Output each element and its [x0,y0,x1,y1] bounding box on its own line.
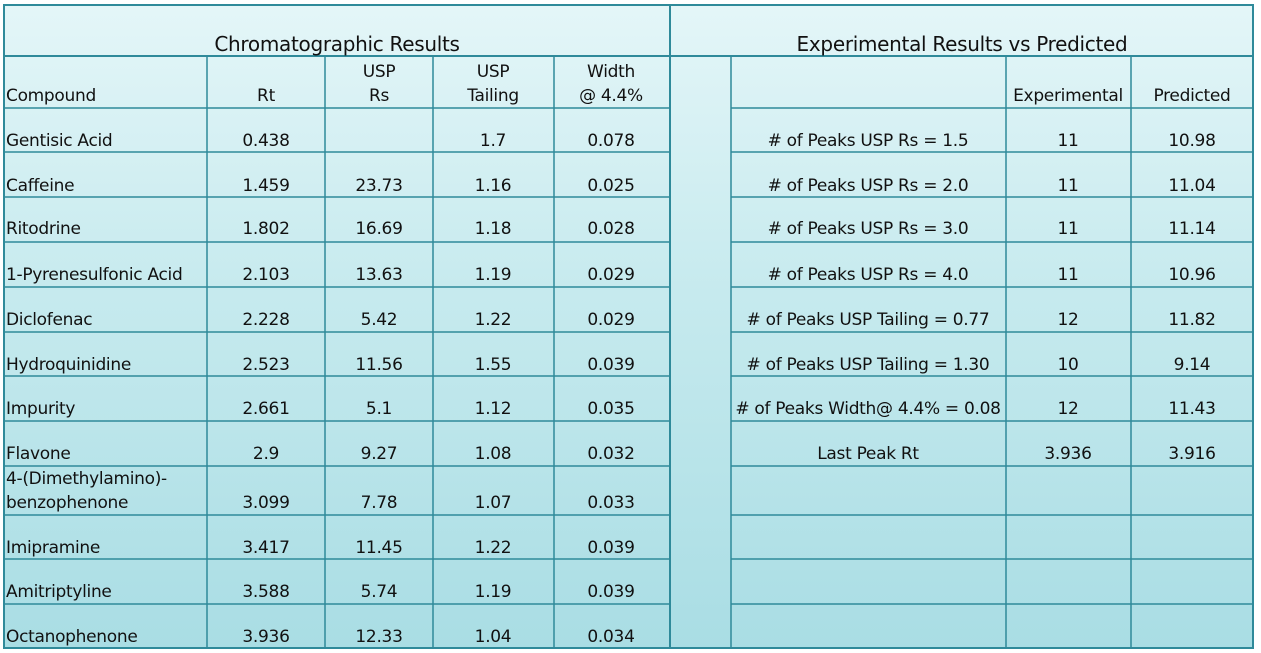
header-compound: Compound [6,86,96,106]
cell-width: 0.033 [587,493,635,513]
cell-tailing: 1.04 [474,627,512,647]
cell-rt: 2.228 [242,310,290,330]
cell-tailing: 1.22 [474,538,512,558]
cell-metric-label: # of Peaks USP Rs = 2.0 [767,176,969,196]
cell-experimental: 12 [1057,399,1079,419]
header-rt: Rt [257,86,275,106]
cell-rs: 5.42 [360,310,398,330]
cell-rs: 13.63 [355,265,403,285]
cell-width: 0.032 [587,444,635,464]
cell-tailing: 1.22 [474,310,512,330]
cell-compound: Diclofenac [6,310,93,330]
cell-rt: 1.802 [242,219,290,239]
cell-compound: Gentisic Acid [6,131,113,151]
cell-rs: 23.73 [355,176,403,196]
cell-experimental: 11 [1057,265,1079,285]
cell-experimental: 11 [1057,176,1079,196]
cell-metric-label: Last Peak Rt [817,444,919,464]
cell-width: 0.078 [587,131,635,151]
cell-rt: 0.438 [242,131,290,151]
cell-tailing: 1.12 [474,399,512,419]
cell-rs: 7.78 [360,493,398,513]
cell-tailing: 1.07 [474,493,512,513]
cell-rt: 2.523 [242,355,290,375]
cell-predicted: 10.98 [1168,131,1216,151]
cell-rs: 11.45 [355,538,403,558]
cell-width: 0.039 [587,582,635,602]
cell-tailing: 1.08 [474,444,512,464]
cell-rs: 5.1 [365,399,393,419]
cell-tailing: 1.19 [474,582,512,602]
cell-tailing: 1.19 [474,265,512,285]
cell-rt: 2.661 [242,399,290,419]
cell-rs: 16.69 [355,219,403,239]
cell-metric-label: # of Peaks USP Tailing = 1.30 [746,355,990,375]
cell-rt: 2.103 [242,265,290,285]
cell-experimental: 11 [1057,219,1079,239]
cell-rt: 3.588 [242,582,290,602]
cell-width: 0.028 [587,219,635,239]
cell-metric-label: # of Peaks USP Tailing = 0.77 [746,310,990,330]
header-width: Width @ 4.4% [579,62,643,106]
cell-rs: 12.33 [355,627,403,647]
cell-rt: 3.936 [242,627,290,647]
cell-rt: 3.417 [242,538,290,558]
cell-experimental: 11 [1057,131,1079,151]
cell-predicted: 10.96 [1168,265,1216,285]
cell-width: 0.025 [587,176,635,196]
cell-predicted: 3.916 [1168,444,1216,464]
cell-compound: Octanophenone [6,627,138,647]
cell-compound: Amitriptyline [6,582,112,602]
cell-tailing: 1.18 [474,219,512,239]
header-predicted: Predicted [1153,86,1231,106]
cell-rt: 1.459 [242,176,290,196]
cell-metric-label: # of Peaks USP Rs = 1.5 [767,131,969,151]
cell-width: 0.034 [587,627,635,647]
cell-predicted: 11.82 [1168,310,1216,330]
cell-predicted: 11.14 [1168,219,1216,239]
left-table-title: Chromatographic Results [214,32,460,56]
cell-compound: Caffeine [6,176,75,196]
cell-rs: 9.27 [360,444,398,464]
cell-experimental: 10 [1057,355,1079,375]
cell-tailing: 1.7 [479,131,507,151]
cell-metric-label: # of Peaks USP Rs = 3.0 [767,219,969,239]
cell-rt: 3.099 [242,493,290,513]
cell-metric-label: # of Peaks Width@ 4.4% = 0.08 [735,399,1001,419]
cell-tailing: 1.55 [474,355,512,375]
cell-compound: Ritodrine [6,219,81,239]
cell-compound: Imipramine [6,538,101,558]
results-sheet: Chromatographic Results Experimental Res… [3,4,1254,649]
header-usp-tailing: USP Tailing [467,62,519,106]
cell-width: 0.029 [587,265,635,285]
cell-predicted: 9.14 [1173,355,1211,375]
cell-compound: 1-Pyrenesulfonic Acid [6,265,183,285]
cell-tailing: 1.16 [474,176,512,196]
cell-width: 0.029 [587,310,635,330]
cell-compound: benzophenone [6,493,129,513]
cell-rs: 5.74 [360,582,398,602]
cell-experimental: 12 [1057,310,1079,330]
cell-compound-line1: 4-(Dimethylamino)- [6,469,167,489]
cell-compound: Hydroquinidine [6,355,131,375]
header-usp-rs: USP Rs [362,62,396,106]
cell-predicted: 11.04 [1168,176,1216,196]
header-experimental: Experimental [1013,86,1123,106]
cell-experimental: 3.936 [1044,444,1092,464]
cell-rs: 11.56 [355,355,403,375]
cell-compound: Flavone [6,444,71,464]
cell-width: 0.039 [587,355,635,375]
cell-width: 0.039 [587,538,635,558]
cell-predicted: 11.43 [1168,399,1216,419]
cell-width: 0.035 [587,399,635,419]
cell-rt: 2.9 [252,444,280,464]
right-table-title: Experimental Results vs Predicted [796,32,1128,56]
cell-metric-label: # of Peaks USP Rs = 4.0 [767,265,969,285]
cell-compound: Impurity [6,399,76,419]
